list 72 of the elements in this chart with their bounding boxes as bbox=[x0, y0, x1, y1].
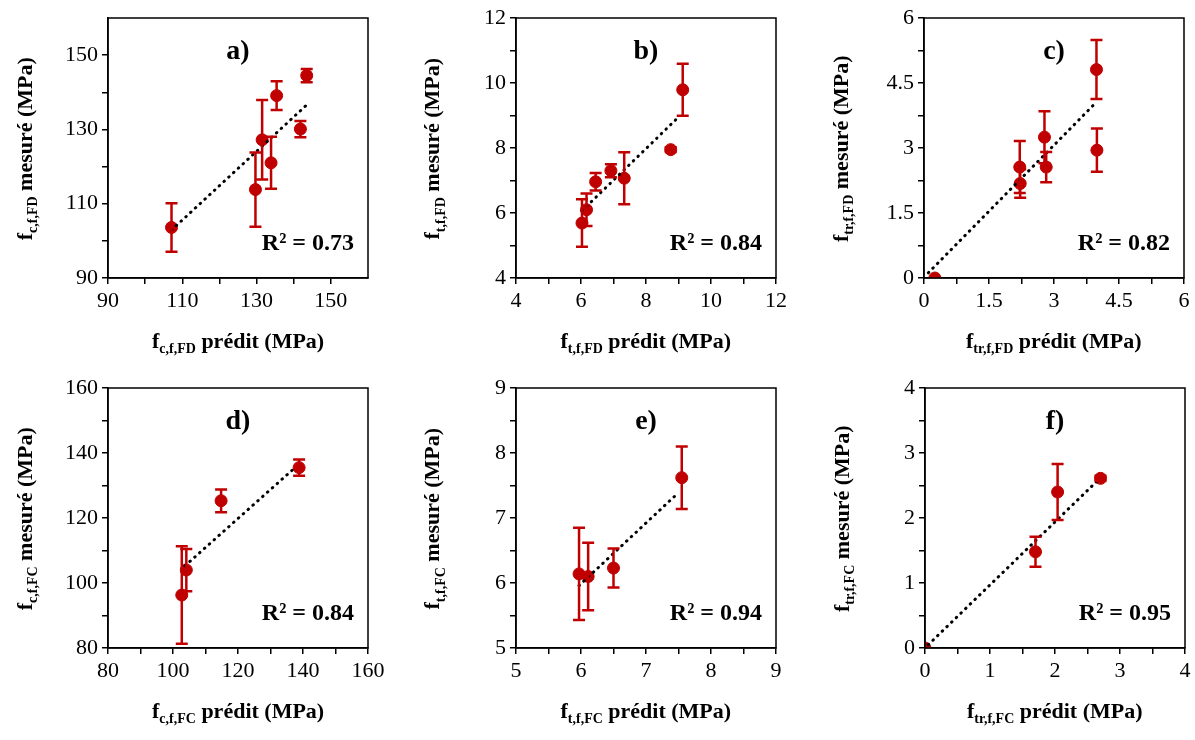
x-tick-label: 90 bbox=[97, 286, 119, 312]
x-tick-label: 6 bbox=[1178, 286, 1190, 312]
y-tick-label: 1 bbox=[904, 568, 915, 594]
x-tick-label: 6 bbox=[575, 656, 587, 682]
x-tick-label: 150 bbox=[314, 286, 348, 312]
y-tick-label: 6 bbox=[495, 198, 506, 224]
annotation: f) bbox=[1045, 404, 1065, 436]
y-tick-label: 3 bbox=[903, 133, 914, 159]
x-tick-label: 110 bbox=[166, 286, 199, 312]
y-tick-label: 100 bbox=[65, 568, 98, 594]
y-tick-label: 80 bbox=[76, 633, 98, 659]
x-axis-title: f$_{c,f,FD}$ prédit (MPa) bbox=[152, 328, 325, 358]
y-tick-label: 130 bbox=[65, 115, 98, 141]
y-tick-label: 2 bbox=[904, 503, 915, 529]
y-tick-label: 150 bbox=[65, 40, 98, 66]
x-tick-label: 100 bbox=[156, 656, 190, 682]
annotation: R² = 0.73 bbox=[261, 229, 354, 256]
x-tick-label: 9 bbox=[770, 656, 782, 682]
y-tick-label: 140 bbox=[65, 438, 98, 464]
x-tick-label: 130 bbox=[240, 286, 274, 312]
y-tick-label: 160 bbox=[65, 373, 98, 399]
y-tick-label: 12 bbox=[484, 3, 506, 29]
y-tick-label: 3 bbox=[904, 438, 915, 464]
x-tick-label: 7 bbox=[640, 656, 652, 682]
x-axis-title: f$_{tr,f,FC}$ prédit (MPa) bbox=[967, 698, 1143, 728]
x-axis-title: f$_{tr,f,FD}$ prédit (MPa) bbox=[966, 328, 1142, 358]
annotation: c) bbox=[1043, 34, 1065, 66]
x-tick-label: 4 bbox=[1179, 656, 1191, 682]
x-tick-label: 1.5 bbox=[975, 286, 1003, 312]
y-tick-label: 120 bbox=[65, 503, 98, 529]
y-tick-label: 0 bbox=[903, 263, 914, 289]
annotation: R² = 0.82 bbox=[1077, 229, 1170, 256]
annotation: R² = 0.94 bbox=[669, 599, 762, 626]
x-axis-title: f$_{c,f,FC}$ prédit (MPa) bbox=[152, 698, 325, 728]
x-tick-label: 3 bbox=[1114, 656, 1126, 682]
x-tick-label: 4.5 bbox=[1105, 286, 1133, 312]
x-tick-label: 140 bbox=[286, 656, 320, 682]
y-tick-label: 8 bbox=[495, 133, 506, 159]
y-tick-label: 8 bbox=[495, 438, 506, 464]
x-tick-label: 80 bbox=[97, 656, 119, 682]
x-tick-label: 8 bbox=[705, 656, 717, 682]
x-tick-label: 2 bbox=[1049, 656, 1061, 682]
y-tick-label: 4.5 bbox=[886, 68, 914, 94]
annotation: R² = 0.84 bbox=[261, 599, 354, 626]
y-tick-label: 110 bbox=[65, 189, 98, 215]
y-tick-label: 6 bbox=[495, 568, 506, 594]
y-tick-label: 90 bbox=[76, 263, 98, 289]
y-tick-label: 10 bbox=[484, 68, 506, 94]
x-tick-label: 3 bbox=[1048, 286, 1060, 312]
x-tick-label: 6 bbox=[575, 286, 587, 312]
y-tick-label: 4 bbox=[904, 373, 915, 399]
annotation: d) bbox=[225, 404, 251, 436]
x-tick-label: 10 bbox=[700, 286, 722, 312]
y-tick-label: 4 bbox=[495, 263, 506, 289]
y-tick-label: 0 bbox=[904, 633, 915, 659]
annotation: a) bbox=[226, 34, 250, 66]
y-tick-label: 6 bbox=[903, 3, 914, 29]
x-tick-label: 12 bbox=[765, 286, 787, 312]
x-tick-label: 1 bbox=[984, 656, 996, 682]
x-tick-label: 160 bbox=[351, 656, 385, 682]
annotation: R² = 0.84 bbox=[669, 229, 762, 256]
annotation: e) bbox=[635, 404, 657, 436]
y-tick-label: 9 bbox=[495, 373, 506, 399]
x-tick-label: 8 bbox=[640, 286, 652, 312]
x-tick-label: 120 bbox=[221, 656, 255, 682]
x-axis-title: f$_{t,f,FC}$ prédit (MPa) bbox=[560, 698, 732, 728]
x-axis-title: f$_{t,f,FD}$ prédit (MPa) bbox=[560, 328, 732, 358]
y-tick-label: 5 bbox=[495, 633, 506, 659]
y-tick-label: 1.5 bbox=[886, 198, 914, 224]
y-tick-label: 7 bbox=[495, 503, 506, 529]
annotation: R² = 0.95 bbox=[1078, 599, 1171, 626]
annotation: b) bbox=[633, 34, 659, 66]
